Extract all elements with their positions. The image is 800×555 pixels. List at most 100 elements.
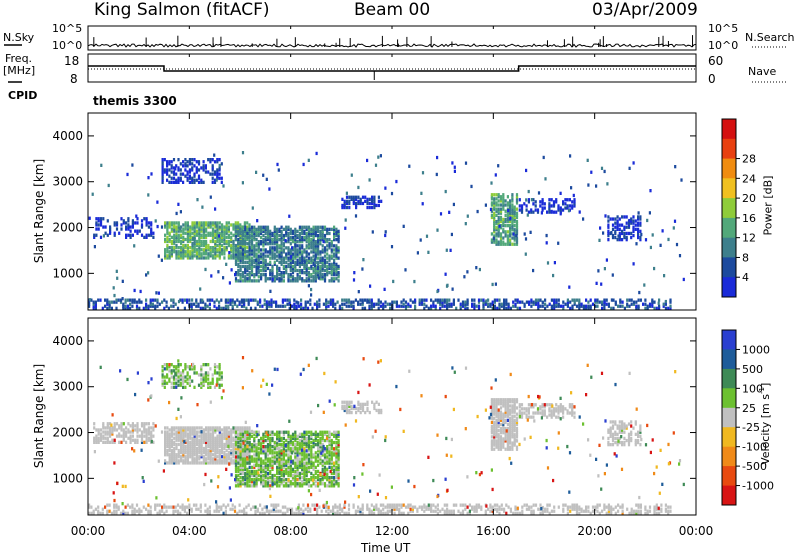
heatmap-cell: [511, 203, 513, 206]
heatmap-cell: [283, 484, 285, 487]
heatmap-cell: [622, 301, 624, 304]
heatmap-cell: [281, 431, 283, 434]
heatmap-cell: [319, 257, 321, 260]
heatmap-cell: [378, 196, 380, 199]
heatmap-cell: [253, 226, 255, 229]
heatmap-cell: [357, 200, 359, 203]
heatmap-cell: [240, 246, 242, 249]
heatmap-cell: [134, 221, 136, 224]
heatmap-cell: [651, 299, 653, 302]
heatmap-cell: [333, 248, 335, 251]
heatmap-cell: [171, 227, 173, 230]
heatmap-cell: [465, 162, 467, 165]
heatmap-cell: [328, 476, 330, 479]
heatmap-cell: [141, 219, 143, 222]
heatmap-cell: [371, 401, 373, 404]
heatmap-cell: [102, 422, 104, 425]
heatmap-cell: [240, 273, 242, 276]
heatmap-cell: [237, 478, 239, 481]
heatmap-cell: [203, 248, 205, 251]
heatmap-cell: [328, 228, 330, 231]
heatmap-cell: [287, 431, 289, 434]
heatmap-cell: [100, 428, 102, 431]
heatmap-cell: [560, 305, 562, 308]
heatmap-cell: [219, 426, 221, 429]
heatmap-cell: [607, 238, 609, 241]
heatmap-cell: [232, 240, 234, 243]
heatmap-cell: [235, 451, 237, 454]
heatmap-cell: [258, 451, 260, 454]
heatmap-cell: [290, 236, 292, 239]
heatmap-cell: [607, 219, 609, 222]
heatmap-cell: [175, 221, 177, 224]
heatmap-cell: [357, 186, 359, 189]
heatmap-cell: [628, 219, 630, 222]
heatmap-cell: [297, 482, 299, 485]
heatmap-cell: [324, 439, 326, 442]
heatmap-cell: [423, 299, 425, 302]
heatmap-cell: [242, 238, 244, 241]
heatmap-cell: [301, 480, 303, 483]
heatmap-cell: [104, 305, 106, 308]
heatmap-cell: [237, 279, 239, 282]
heatmap-cell: [351, 411, 353, 414]
heatmap-cell: [619, 224, 621, 227]
heatmap-cell: [369, 178, 371, 181]
heatmap-cell: [278, 238, 280, 241]
heatmap-cell: [357, 196, 359, 199]
heatmap-cell: [166, 179, 168, 182]
heatmap-cell: [256, 248, 258, 251]
heatmap-cell: [229, 299, 231, 302]
heatmap-cell: [301, 244, 303, 247]
heatmap-cell: [246, 437, 248, 440]
heatmap-cell: [326, 484, 328, 487]
heatmap-cell: [500, 203, 502, 206]
heatmap-cell: [253, 273, 255, 276]
heatmap-cell: [498, 203, 500, 206]
heatmap-cell: [299, 244, 301, 247]
heatmap-cell: [278, 228, 280, 231]
heatmap-cell: [467, 215, 469, 218]
heatmap-cell: [265, 480, 267, 483]
heatmap-cell: [583, 305, 585, 308]
heatmap-cell: [141, 223, 143, 226]
heatmap-cell: [201, 234, 203, 237]
heatmap-cell: [180, 455, 182, 458]
heatmap-cell: [191, 166, 193, 169]
heatmap-cell: [274, 455, 276, 458]
heatmap-cell: [175, 225, 177, 228]
heatmap-cell: [633, 301, 635, 304]
heatmap-cell: [328, 271, 330, 274]
heatmap-cell: [210, 221, 212, 224]
heatmap-cell: [303, 163, 305, 166]
heatmap-cell: [328, 238, 330, 241]
heatmap-cell: [353, 305, 355, 308]
heatmap-cell: [324, 269, 326, 272]
heatmap-cell: [283, 242, 285, 245]
heatmap-cell: [498, 303, 500, 306]
heatmap-cell: [207, 221, 209, 224]
heatmap-cell: [495, 201, 497, 204]
heatmap-cell: [299, 439, 301, 442]
heatmap-cell: [166, 301, 168, 304]
heatmap-cell: [132, 439, 134, 442]
heatmap-cell: [292, 236, 294, 239]
heatmap-cell: [102, 441, 104, 444]
heatmap-cell: [328, 301, 330, 304]
heatmap-cell: [331, 476, 333, 479]
heatmap-cell: [551, 305, 553, 308]
heatmap-cell: [196, 371, 198, 374]
heatmap-cell: [285, 265, 287, 268]
heatmap-cell: [414, 305, 416, 308]
heatmap-cell: [185, 238, 187, 241]
heatmap-cell: [623, 232, 625, 235]
heatmap-cell: [276, 431, 278, 434]
heatmap-cell: [203, 363, 205, 366]
heatmap-cell: [228, 221, 230, 224]
heatmap-cell: [319, 462, 321, 465]
heatmap-cell: [436, 290, 438, 293]
heatmap-cell: [306, 431, 308, 434]
heatmap-cell: [184, 386, 186, 389]
heatmap-cell: [638, 305, 640, 308]
heatmap-cell: [274, 478, 276, 481]
